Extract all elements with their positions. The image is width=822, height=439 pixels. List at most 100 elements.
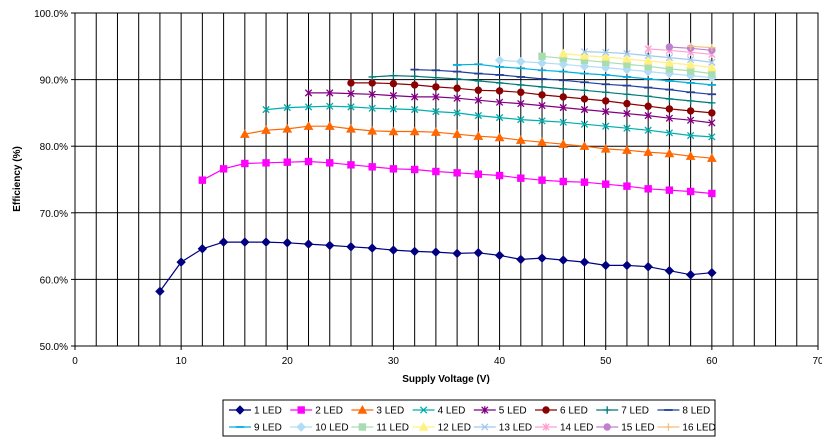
data-point-6-led [432, 83, 440, 91]
data-point-3-led [282, 123, 293, 133]
legend-item-14-led: 14 LED [535, 423, 593, 434]
data-point-2-led [347, 161, 355, 169]
legend-label: 3 LED [376, 406, 404, 417]
data-point-2-led [602, 180, 610, 188]
data-point-13-led [686, 55, 695, 64]
series-2-led [198, 157, 716, 198]
legend-item-11-led: 11 LED [351, 423, 409, 434]
data-point-2-led [283, 158, 291, 166]
data-point-1-led [176, 257, 186, 267]
data-point-3-led [494, 132, 505, 142]
data-point-13-led [665, 53, 674, 62]
data-point-16-led [686, 42, 695, 50]
data-point-6-led [474, 86, 483, 94]
x-tick-label: 60 [706, 356, 718, 367]
data-point-1-led [431, 247, 441, 257]
legend: 1 LED 2 LED 3 LED 4 LED 5 LED 6 LED 7 LED 8 LED… [222, 399, 716, 437]
data-point-3-led [431, 127, 441, 136]
data-point-7-led [708, 99, 716, 107]
legend-marker [297, 406, 305, 414]
data-point-4-led [410, 105, 419, 114]
data-point-10-led [537, 58, 547, 68]
data-point-11-led [665, 65, 674, 73]
legend-label: 11 LED [376, 423, 409, 434]
data-point-6-led [453, 84, 461, 92]
series-4-led [262, 102, 716, 141]
x-axis: 0 10 20 30 40 50 60 70 [72, 346, 822, 367]
data-point-2-led [326, 159, 334, 167]
data-point-12-led [600, 51, 611, 61]
series-line-12-led [563, 53, 712, 69]
data-point-2-led [474, 170, 483, 178]
data-point-4-led [389, 105, 398, 113]
data-point-4-led [686, 131, 695, 140]
data-point-1-led [155, 286, 165, 297]
data-point-4-led [304, 103, 313, 111]
data-point-6-led [559, 93, 567, 101]
data-point-11-led [538, 52, 546, 60]
data-point-5-led [326, 89, 334, 97]
data-point-3-led [558, 139, 569, 148]
data-point-2-led [708, 189, 716, 198]
data-point-1-led [601, 260, 611, 271]
data-point-4-led [559, 118, 567, 126]
data-point-7-led [665, 95, 674, 103]
data-point-2-led [262, 159, 270, 167]
data-point-7-led [410, 72, 419, 80]
data-point-1-led [685, 270, 696, 280]
legend-marker [357, 404, 368, 414]
x-tick-label: 20 [282, 356, 294, 367]
data-point-1-led [388, 245, 399, 255]
data-point-2-led [644, 185, 652, 193]
data-point-7-led [602, 88, 610, 96]
data-point-6-led [602, 97, 610, 105]
data-point-5-led [432, 93, 440, 101]
data-point-3-led [515, 135, 526, 144]
data-point-15-led [665, 43, 674, 51]
data-point-16-led [708, 43, 716, 52]
data-point-1-led [325, 240, 335, 251]
data-point-4-led [708, 133, 716, 141]
data-point-1-led [643, 262, 653, 272]
legend-item-4-led: 4 LED [412, 406, 465, 417]
legend-label: 7 LED [621, 406, 649, 417]
data-point-7-led [686, 97, 695, 105]
data-point-4-led [538, 117, 546, 125]
legend-item-10-led: 10 LED [290, 422, 349, 434]
data-point-14-led [644, 45, 652, 53]
legend-marker [664, 423, 673, 431]
data-point-2-led [495, 171, 504, 180]
y-tick-label: 50.0% [40, 342, 68, 353]
data-point-4-led [368, 104, 376, 112]
legend-label: 13 LED [499, 423, 532, 434]
data-point-1-led [282, 238, 292, 248]
legend-label: 1 LED [254, 406, 282, 417]
data-point-10-led [558, 59, 568, 69]
data-point-5-led [559, 103, 567, 112]
x-tick-label: 40 [494, 356, 506, 367]
data-point-7-led [517, 81, 525, 89]
data-point-4-led [347, 103, 355, 111]
data-point-6-led [495, 87, 504, 95]
data-point-6-led [665, 105, 674, 113]
data-point-3-led [409, 126, 420, 136]
data-point-5-led [580, 105, 589, 114]
legend-label: 8 LED [682, 406, 710, 417]
data-point-1-led [346, 242, 356, 252]
data-point-4-led [283, 103, 291, 112]
legend-label: 5 LED [499, 406, 527, 417]
data-point-2-led [517, 174, 525, 182]
data-point-1-led [579, 257, 590, 267]
legend-label: 12 LED [438, 423, 471, 434]
legend-label: 10 LED [315, 423, 348, 434]
legend-label: 9 LED [254, 423, 282, 434]
data-point-13-led [644, 51, 652, 60]
data-point-6-led [644, 102, 652, 110]
series-6-led [347, 79, 716, 117]
data-point-13-led [602, 48, 610, 56]
data-point-7-led [368, 73, 376, 81]
plot-area [74, 12, 819, 347]
data-point-7-led [538, 83, 546, 91]
legend-item-9-led: 9 LED [229, 423, 282, 434]
